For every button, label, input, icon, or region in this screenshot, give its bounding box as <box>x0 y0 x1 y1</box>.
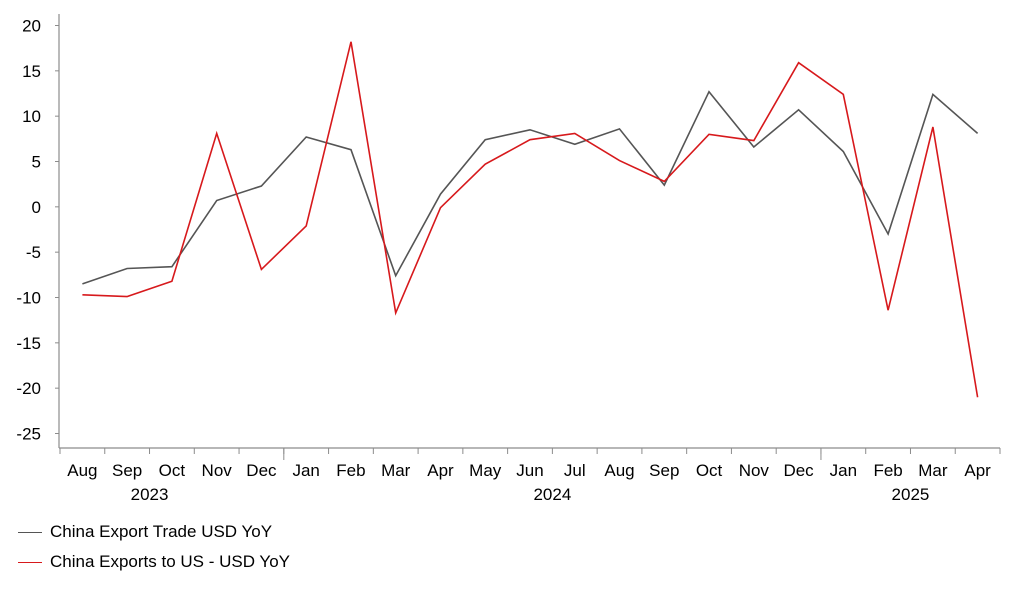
x-tick-label: Jan <box>292 461 319 480</box>
y-tick-label: 20 <box>22 17 41 36</box>
series-line-0 <box>82 90 979 285</box>
x-tick-label: Sep <box>649 461 679 480</box>
legend-swatch-exports-to-us <box>18 561 42 563</box>
x-tick-label: Sep <box>112 461 142 480</box>
x-year-label: 2024 <box>533 485 571 504</box>
x-tick-label: Nov <box>202 461 233 480</box>
line-chart: 20 15 10 5 0 -5 -10 -15 -20 -25 Aug Sep Oct Nov Dec Jan… <box>16 14 1001 504</box>
legend-label-export-trade: China Export Trade USD YoY <box>50 522 273 541</box>
y-tick-label: -20 <box>16 379 41 398</box>
y-tick-label: -25 <box>16 425 41 444</box>
y-tick-label: -5 <box>26 243 41 262</box>
x-tick-label: Nov <box>739 461 770 480</box>
y-tick-label: -10 <box>16 289 41 308</box>
x-tick-label: Jan <box>830 461 857 480</box>
legend-swatch-export-trade <box>18 531 42 533</box>
series-line-1 <box>82 41 979 398</box>
x-tick-label: Oct <box>696 461 723 480</box>
x-tick-label: Apr <box>427 461 454 480</box>
legend-item-export-trade: China Export Trade USD YoY <box>18 522 272 542</box>
y-tick-label: 15 <box>22 62 41 81</box>
x-tick-label: Dec <box>246 461 277 480</box>
x-tick-label: Aug <box>67 461 97 480</box>
x-tick-label: Feb <box>873 461 902 480</box>
x-tick-label: Dec <box>783 461 814 480</box>
x-tick-label: Apr <box>964 461 991 480</box>
x-year-label: 2025 <box>892 485 930 504</box>
y-tick-label: 10 <box>22 107 41 126</box>
x-tick-label: Oct <box>159 461 186 480</box>
legend-item-exports-to-us: China Exports to US - USD YoY <box>18 552 290 572</box>
x-tick-label: Mar <box>918 461 948 480</box>
y-tick-label: -15 <box>16 334 41 353</box>
y-tick-label: 0 <box>32 198 41 217</box>
x-tick-label: Feb <box>336 461 365 480</box>
legend-label-exports-to-us: China Exports to US - USD YoY <box>50 552 291 571</box>
x-tick-label: Mar <box>381 461 411 480</box>
x-tick-label: Jun <box>516 461 543 480</box>
x-tick-label: Jul <box>564 461 586 480</box>
x-year-label: 2023 <box>131 485 169 504</box>
y-tick-label: 5 <box>32 153 41 172</box>
x-tick-label: Aug <box>604 461 634 480</box>
x-tick-label: May <box>469 461 502 480</box>
